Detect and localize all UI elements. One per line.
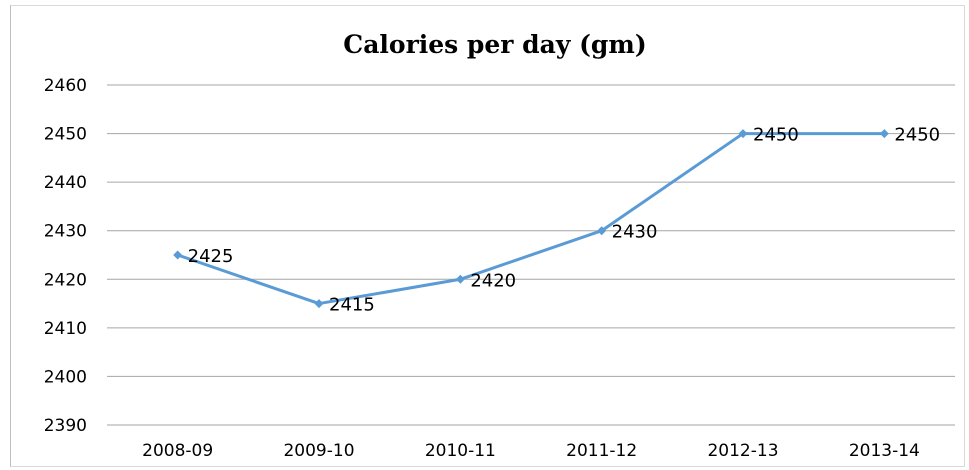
x-tick-label: 2010-11 — [425, 441, 496, 461]
y-tick-label: 2390 — [44, 416, 87, 436]
data-label: 2425 — [188, 246, 234, 267]
y-tick-label: 2450 — [44, 125, 87, 145]
data-point-marker — [738, 129, 748, 139]
y-tick-label: 2460 — [44, 76, 87, 96]
x-tick-label: 2011-12 — [566, 441, 637, 461]
y-tick-label: 2440 — [44, 173, 87, 193]
data-point-marker — [597, 226, 607, 236]
y-axis-ticks: 2390 2400 2410 2420 2430 2440 2450 2460 — [44, 76, 87, 436]
chart-title: Calories per day (gm) — [343, 30, 646, 59]
y-tick-label: 2400 — [44, 367, 87, 387]
data-point-marker — [455, 274, 465, 284]
y-tick-label: 2430 — [44, 222, 87, 242]
data-label: 2450 — [894, 125, 940, 146]
x-axis-ticks: 2008-09 2009-10 2010-11 2011-12 2012-13 2013-… — [142, 441, 920, 461]
data-point-marker — [314, 299, 324, 309]
data-label: 2450 — [753, 125, 799, 146]
series-line — [173, 129, 889, 309]
data-label: 2415 — [329, 295, 375, 316]
x-tick-label: 2012-13 — [707, 441, 778, 461]
data-point-marker — [173, 250, 183, 260]
y-tick-label: 2410 — [44, 319, 87, 339]
data-label: 2420 — [470, 270, 516, 291]
data-label: 2430 — [612, 222, 658, 243]
chart-frame — [10, 5, 965, 467]
y-tick-label: 2420 — [44, 270, 87, 290]
x-tick-label: 2013-14 — [849, 441, 920, 461]
data-point-marker — [879, 129, 889, 139]
x-tick-label: 2008-09 — [142, 441, 213, 461]
data-labels: 2425 2415 2420 2430 2450 2450 — [188, 125, 940, 316]
series-line-path — [176, 132, 886, 306]
x-tick-label: 2009-10 — [283, 441, 354, 461]
